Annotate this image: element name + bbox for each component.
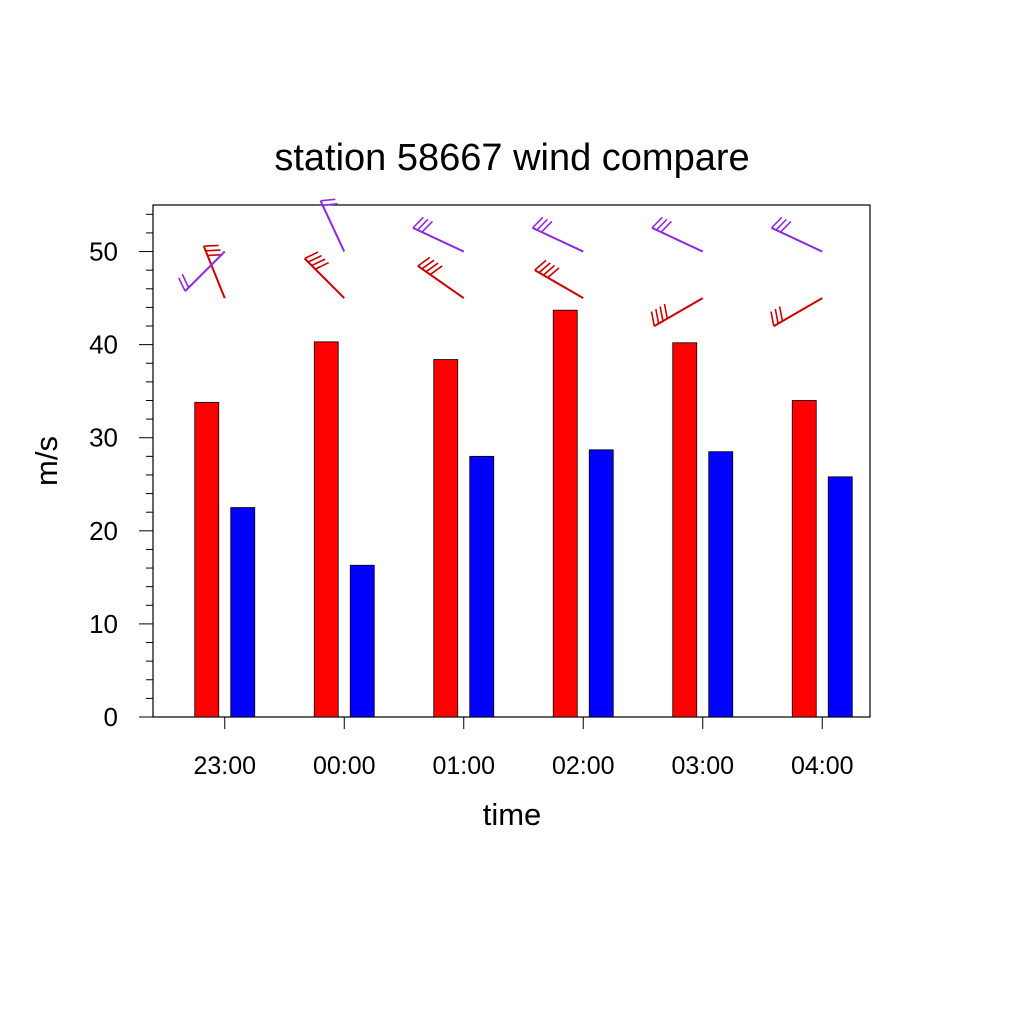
barb-staff [771,226,823,253]
barb-feather [778,306,784,322]
x-tick-label: 03:00 [671,752,734,780]
barb-feather [421,220,433,233]
barb-feather [779,220,792,233]
barb-feather [659,306,664,322]
barb-feather [205,249,221,252]
barb-feather [203,244,219,247]
barb-feather [416,218,429,231]
barb-feather [540,220,553,233]
wind-barbs-layer [177,198,823,327]
wind-barb-purple [651,216,704,253]
barb-feather [207,253,223,257]
barb-staff [202,245,226,299]
barb-feather [770,216,783,229]
x-tick-label: 23:00 [193,752,256,780]
barb-feather [660,220,672,233]
bar-blue [349,564,375,718]
wind-barb-red [202,244,226,299]
y-tick-label: 50 [89,237,118,267]
barb-staff [412,226,465,253]
barb-feather [547,267,560,279]
barb-feather [425,262,439,273]
barb-feather [314,261,329,270]
barb-feather [412,216,424,229]
y-tick-label: 20 [89,516,118,546]
y-axis-label: m/s [29,436,64,486]
y-tick-label: 0 [104,702,118,732]
barb-feather [531,216,544,229]
x-axis-label: time [483,797,542,832]
barb-staff [319,200,346,252]
barb-staff [651,226,704,253]
bar-red [433,359,459,718]
barb-staff [303,257,345,299]
wind-barb-purple [531,216,584,253]
barb-feather [663,303,669,319]
barb-feather [320,198,336,202]
y-axis: 0 10 20 30 40 50 [89,213,153,732]
barb-feather [307,254,322,263]
barb-feather [655,218,668,231]
wind-barb-purple [770,216,823,253]
barb-feather [542,264,556,276]
bar-red [672,342,698,718]
barb-feather [655,308,660,324]
barb-feather [429,265,443,276]
x-axis: 23:00 00:00 01:00 02:00 03:00 04:00 [193,717,854,780]
barb-feather [311,258,326,267]
wind-barb-purple [177,250,226,292]
barb-staff [184,250,226,292]
bar-blue [588,449,614,718]
wind-barb-red [417,256,465,299]
y-tick-label: 40 [89,330,118,360]
barb-feather [322,203,338,207]
bar-blue [469,455,495,718]
barb-feather [774,308,779,324]
wind-barb-red [650,297,704,327]
barb-feather [775,218,787,231]
wind-barb-purple [412,216,465,253]
bar-red [552,309,578,718]
wind-barb-red [770,297,823,327]
barb-feather [421,259,435,270]
bar-red [313,341,339,718]
barb-feather [536,218,548,231]
wind-barb-red [303,251,345,299]
barb-staff [653,297,704,327]
barb-feather [417,256,431,267]
barb-feather [538,262,551,274]
bar-blue [230,507,256,718]
y-tick-label: 10 [89,609,118,639]
barb-staff [532,226,584,253]
barb-feather [181,273,190,288]
bar-red [791,400,817,718]
barb-staff [417,265,465,299]
barb-staff [773,297,823,327]
x-tick-label: 01:00 [432,752,495,780]
x-tick-label: 04:00 [791,752,854,780]
x-tick-label: 02:00 [552,752,615,780]
bar-blue [827,476,853,718]
wind-barb-red [534,259,584,299]
chart-title: station 58667 wind compare [274,137,749,179]
x-tick-label: 00:00 [313,752,376,780]
barb-feather [534,259,547,271]
wind-barb-purple [319,198,346,252]
barb-feather [650,311,656,327]
barb-feather [304,251,319,260]
barb-staff [534,269,584,299]
y-tick-label: 30 [89,423,118,453]
barb-feather [770,311,775,327]
plot-frame [152,204,871,718]
barb-feather [177,277,186,292]
bar-blue [708,451,734,718]
bar-red [194,401,220,718]
bars-layer [194,309,853,718]
barb-feather [651,216,663,229]
